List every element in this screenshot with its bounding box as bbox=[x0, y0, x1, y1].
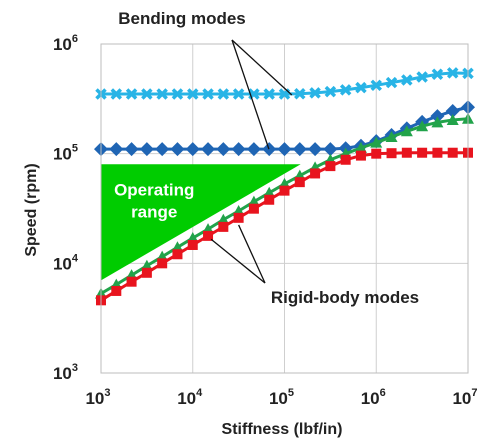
data-point bbox=[431, 116, 444, 128]
data-point bbox=[432, 147, 443, 158]
bending-modes-annotation: Bending modes bbox=[118, 9, 246, 28]
data-point bbox=[141, 267, 152, 278]
data-point bbox=[262, 142, 277, 157]
x-tick-label: 105 bbox=[269, 387, 294, 408]
data-point bbox=[216, 142, 231, 157]
operating-range-triangle bbox=[101, 164, 301, 281]
annotations: Bending modes Rigid-body modes bbox=[118, 9, 419, 307]
data-point bbox=[309, 87, 321, 99]
data-point bbox=[233, 212, 244, 223]
data-point bbox=[386, 148, 397, 159]
tick-labels: 103 104 105 106 107 103 104 105 106 bbox=[53, 33, 478, 408]
data-point bbox=[447, 147, 458, 158]
data-point bbox=[355, 150, 366, 161]
data-point bbox=[371, 148, 382, 159]
y-tick-label: 105 bbox=[53, 143, 78, 164]
x-tick-label: 106 bbox=[361, 387, 386, 408]
rigid-body-modes-annotation: Rigid-body modes bbox=[271, 288, 419, 307]
data-point bbox=[401, 147, 412, 158]
data-point bbox=[401, 74, 413, 86]
data-point bbox=[187, 239, 198, 250]
x-tick-label: 103 bbox=[85, 387, 110, 408]
data-point bbox=[279, 185, 290, 196]
data-point bbox=[201, 142, 216, 157]
data-point bbox=[155, 142, 170, 157]
data-point bbox=[294, 177, 305, 188]
data-point bbox=[172, 249, 183, 260]
data-point bbox=[354, 141, 367, 153]
data-point bbox=[263, 88, 275, 100]
operating-range-label: Operating range bbox=[114, 180, 194, 221]
data-point bbox=[416, 71, 428, 83]
data-point bbox=[370, 79, 382, 92]
y-axis-title: Speed (rpm) bbox=[23, 163, 40, 256]
data-point bbox=[232, 88, 245, 100]
data-point bbox=[323, 142, 338, 157]
data-point bbox=[325, 161, 336, 172]
data-point bbox=[294, 87, 306, 100]
data-point bbox=[310, 168, 321, 179]
data-point bbox=[248, 203, 259, 214]
data-point bbox=[417, 147, 428, 158]
data-point bbox=[445, 103, 460, 118]
data-point bbox=[370, 136, 383, 148]
data-point bbox=[139, 142, 154, 157]
x-tick-label: 104 bbox=[177, 387, 203, 408]
data-point bbox=[124, 142, 139, 157]
data-point bbox=[126, 276, 137, 287]
data-point bbox=[156, 88, 168, 100]
data-point bbox=[187, 88, 199, 100]
y-tick-label: 104 bbox=[53, 252, 79, 273]
data-point bbox=[125, 88, 138, 100]
x-axis-title: Stiffness (lbf/in) bbox=[222, 421, 343, 438]
data-point bbox=[217, 88, 230, 100]
series-x bbox=[95, 67, 474, 100]
data-point bbox=[277, 142, 292, 157]
operating-range-region: Operating range bbox=[101, 164, 301, 281]
data-point bbox=[385, 130, 398, 142]
data-point bbox=[110, 88, 123, 100]
data-point bbox=[185, 142, 200, 157]
data-point bbox=[355, 81, 367, 94]
data-point bbox=[430, 109, 445, 124]
data-point bbox=[308, 142, 323, 157]
data-point bbox=[292, 142, 307, 157]
data-point bbox=[202, 88, 214, 100]
data-point bbox=[340, 154, 351, 165]
data-point bbox=[431, 68, 444, 80]
data-point bbox=[385, 76, 398, 89]
callout-line bbox=[231, 39, 293, 96]
plot-frame bbox=[100, 43, 469, 374]
data-point bbox=[446, 67, 459, 79]
data-point bbox=[231, 142, 246, 157]
data-point bbox=[324, 85, 337, 98]
data-point bbox=[111, 285, 122, 296]
callout-line bbox=[238, 224, 266, 284]
y-tick-label: 106 bbox=[53, 33, 78, 54]
plot-border bbox=[100, 43, 469, 374]
data-point bbox=[141, 88, 153, 100]
data-point bbox=[218, 221, 229, 232]
y-tick-label: 103 bbox=[53, 362, 78, 383]
data-point bbox=[170, 142, 185, 157]
data-point bbox=[416, 120, 429, 132]
data-point bbox=[264, 194, 275, 205]
data-point bbox=[203, 230, 214, 241]
callout-line bbox=[210, 238, 266, 284]
data-point bbox=[157, 258, 168, 269]
callout-line bbox=[231, 39, 270, 150]
data-point bbox=[246, 142, 261, 157]
data-point bbox=[339, 84, 352, 96]
data-point bbox=[400, 125, 413, 137]
x-tick-label: 107 bbox=[452, 387, 477, 408]
data-point bbox=[109, 142, 124, 157]
data-point bbox=[171, 88, 184, 100]
data-point bbox=[446, 113, 459, 125]
